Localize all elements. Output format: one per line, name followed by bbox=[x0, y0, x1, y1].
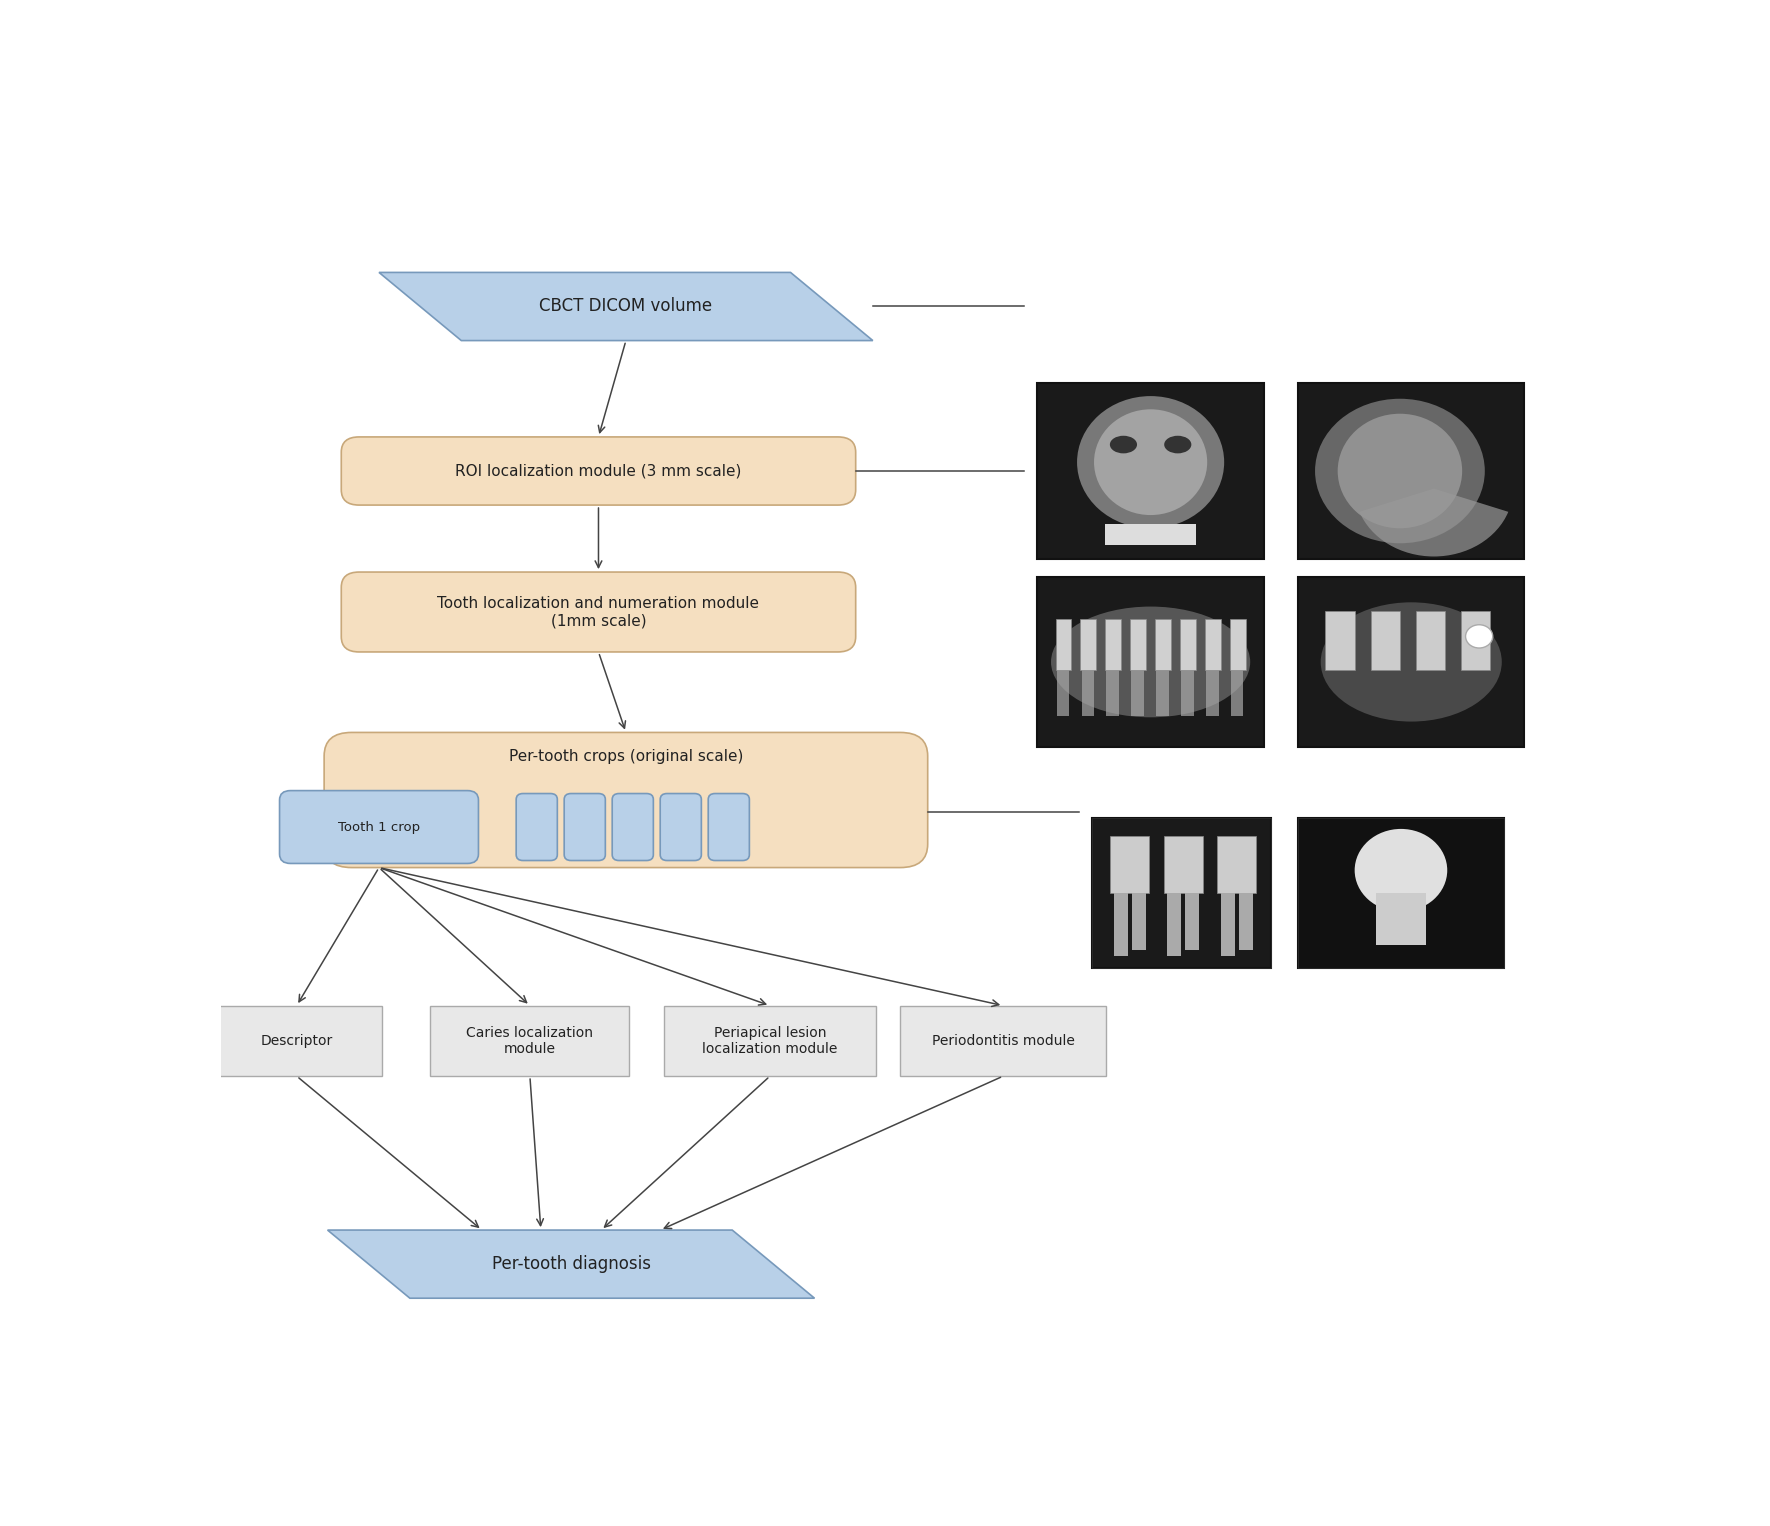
Ellipse shape bbox=[1354, 829, 1448, 911]
Text: ROI localization module (3 mm scale): ROI localization module (3 mm scale) bbox=[455, 464, 742, 479]
Bar bbox=[1181, 668, 1193, 717]
FancyBboxPatch shape bbox=[612, 794, 653, 861]
Ellipse shape bbox=[1094, 409, 1207, 516]
FancyBboxPatch shape bbox=[517, 794, 558, 861]
Bar bbox=[1113, 893, 1127, 955]
Bar bbox=[1057, 668, 1069, 717]
Wedge shape bbox=[1359, 488, 1508, 557]
Text: Per-tooth diagnosis: Per-tooth diagnosis bbox=[492, 1256, 651, 1273]
FancyBboxPatch shape bbox=[708, 794, 749, 861]
Text: Tooth 1 crop: Tooth 1 crop bbox=[338, 821, 419, 833]
Bar bbox=[1104, 523, 1197, 545]
Bar bbox=[1239, 893, 1253, 951]
FancyBboxPatch shape bbox=[342, 572, 855, 652]
Bar bbox=[1205, 620, 1221, 670]
Ellipse shape bbox=[1051, 606, 1250, 717]
Bar bbox=[1370, 610, 1400, 670]
Bar bbox=[1080, 620, 1096, 670]
Text: Periodontitis module: Periodontitis module bbox=[931, 1035, 1074, 1048]
Bar bbox=[1326, 610, 1354, 670]
Bar bbox=[1106, 668, 1119, 717]
Polygon shape bbox=[379, 273, 873, 340]
FancyBboxPatch shape bbox=[324, 732, 927, 868]
Bar bbox=[1166, 893, 1182, 955]
Circle shape bbox=[1466, 624, 1492, 649]
Bar bbox=[1092, 818, 1271, 967]
FancyBboxPatch shape bbox=[342, 436, 855, 505]
Bar bbox=[1163, 836, 1204, 893]
Bar bbox=[1377, 893, 1425, 946]
Bar bbox=[1297, 383, 1524, 559]
Bar bbox=[1181, 620, 1197, 670]
Bar bbox=[1131, 893, 1145, 951]
Bar bbox=[1156, 620, 1172, 670]
Bar bbox=[1230, 668, 1243, 717]
Bar bbox=[1037, 383, 1264, 559]
Text: Caries localization
module: Caries localization module bbox=[466, 1025, 593, 1056]
Text: CBCT DICOM volume: CBCT DICOM volume bbox=[540, 298, 713, 316]
FancyBboxPatch shape bbox=[280, 790, 478, 864]
Bar bbox=[1104, 620, 1120, 670]
FancyBboxPatch shape bbox=[565, 794, 605, 861]
Bar bbox=[1297, 818, 1504, 967]
Bar bbox=[1297, 818, 1504, 967]
Bar bbox=[1186, 893, 1200, 951]
Bar bbox=[1205, 668, 1218, 717]
Text: Per-tooth crops (original scale): Per-tooth crops (original scale) bbox=[508, 749, 743, 765]
Bar bbox=[1131, 668, 1143, 717]
Bar bbox=[1230, 620, 1246, 670]
Bar bbox=[1081, 668, 1094, 717]
Text: Descriptor: Descriptor bbox=[260, 1035, 333, 1048]
Bar bbox=[1110, 836, 1149, 893]
Bar bbox=[1131, 620, 1147, 670]
FancyBboxPatch shape bbox=[664, 1006, 876, 1076]
FancyBboxPatch shape bbox=[901, 1006, 1106, 1076]
Text: Tooth localization and numeration module
(1mm scale): Tooth localization and numeration module… bbox=[437, 595, 759, 629]
Bar bbox=[1460, 610, 1490, 670]
Text: Periapical lesion
localization module: Periapical lesion localization module bbox=[703, 1025, 837, 1056]
Bar bbox=[1221, 893, 1235, 955]
Ellipse shape bbox=[1078, 397, 1225, 528]
Bar bbox=[1156, 668, 1168, 717]
FancyBboxPatch shape bbox=[660, 794, 701, 861]
FancyBboxPatch shape bbox=[430, 1006, 630, 1076]
Ellipse shape bbox=[1110, 436, 1136, 453]
Bar bbox=[1037, 577, 1264, 748]
Ellipse shape bbox=[1338, 414, 1462, 528]
FancyBboxPatch shape bbox=[211, 1006, 382, 1076]
Bar bbox=[1055, 620, 1071, 670]
Bar bbox=[1297, 577, 1524, 748]
Bar bbox=[1092, 818, 1271, 967]
Ellipse shape bbox=[1320, 603, 1501, 722]
Polygon shape bbox=[327, 1230, 814, 1299]
Bar bbox=[1218, 836, 1257, 893]
Ellipse shape bbox=[1165, 436, 1191, 453]
Bar bbox=[1416, 610, 1444, 670]
Ellipse shape bbox=[1315, 398, 1485, 543]
